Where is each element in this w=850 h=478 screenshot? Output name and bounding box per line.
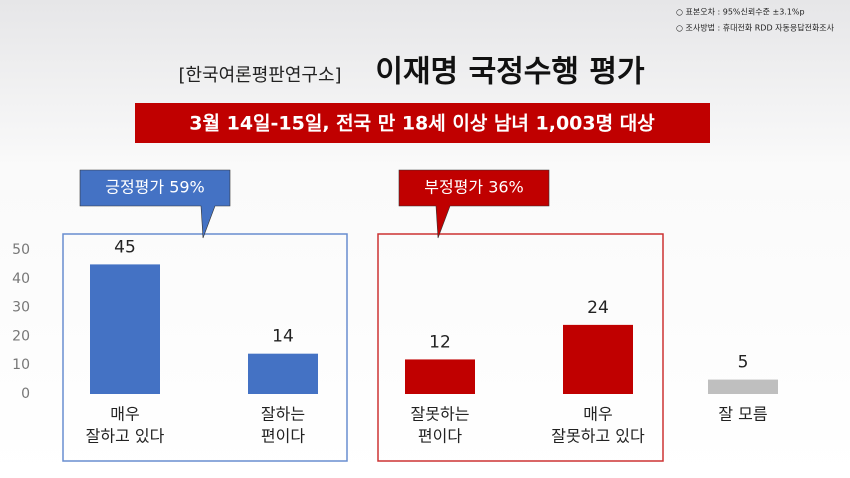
value-label: 5 bbox=[738, 353, 749, 373]
subtitle: 3월 14일-15일, 전국 만 18세 이상 남녀 1,003명 대상 bbox=[189, 113, 655, 135]
chart-title: 이재명 국정수행 평가 bbox=[375, 55, 645, 90]
callout bbox=[398, 169, 550, 239]
value-label: 14 bbox=[272, 327, 294, 347]
note: ○ 조사방법 : 휴대전화 RDD 자동응답전화조사 bbox=[676, 23, 835, 33]
x-tick-label: 잘하고 있다 bbox=[86, 427, 165, 446]
y-tick-label: 0 bbox=[21, 386, 30, 402]
y-tick-label: 30 bbox=[12, 300, 30, 316]
group-box bbox=[62, 233, 348, 462]
source: [한국여론평판연구소] bbox=[178, 65, 341, 86]
bar bbox=[405, 359, 475, 394]
x-tick-label: 편이다 bbox=[261, 427, 305, 446]
y-tick-label: 10 bbox=[12, 357, 30, 373]
y-tick-label: 20 bbox=[12, 328, 30, 344]
group-label: 부정평가 36% bbox=[424, 178, 524, 197]
bar bbox=[563, 324, 633, 394]
x-tick-label: 잘하는 bbox=[261, 405, 305, 424]
value-label: 12 bbox=[429, 332, 451, 352]
y-tick-label: 50 bbox=[12, 242, 30, 258]
value-label: 45 bbox=[114, 237, 136, 257]
x-tick-label: 매우 bbox=[110, 405, 139, 424]
callout bbox=[79, 169, 231, 239]
bar bbox=[248, 353, 318, 394]
bar bbox=[90, 264, 160, 394]
bar bbox=[708, 379, 778, 394]
subtitle-banner bbox=[135, 103, 710, 143]
note: ○ 표본오차 : 95%신뢰수준 ±3.1%p bbox=[676, 8, 805, 17]
y-tick-label: 40 bbox=[12, 271, 30, 287]
x-tick-label: 잘 모름 bbox=[718, 405, 767, 424]
group-box bbox=[377, 233, 664, 462]
x-tick-label: 잘못하고 있다 bbox=[551, 427, 645, 446]
x-tick-label: 편이다 bbox=[418, 427, 462, 446]
x-tick-label: 잘못하는 bbox=[411, 405, 470, 424]
value-label: 24 bbox=[587, 298, 609, 318]
group-label: 긍정평가 59% bbox=[105, 178, 205, 197]
x-tick-label: 매우 bbox=[583, 405, 612, 424]
